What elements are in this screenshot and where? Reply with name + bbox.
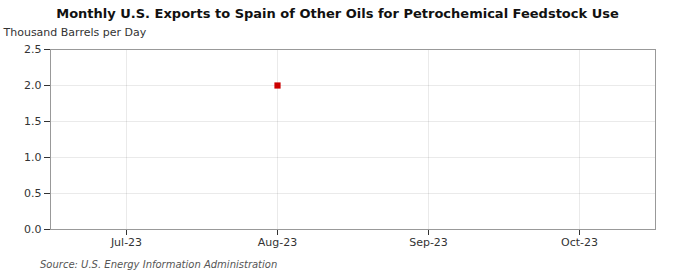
svg-text:0.5: 0.5 — [24, 187, 42, 200]
svg-text:2.5: 2.5 — [24, 43, 42, 56]
svg-text:0.0: 0.0 — [24, 223, 42, 236]
html-text:Source: U.S. Energy Informatio: Source: U.S. Energy Information Administ… — [40, 259, 278, 270]
svg-text:1.5: 1.5 — [24, 115, 42, 128]
svg-text:Sep-23: Sep-23 — [409, 236, 448, 249]
html-text:Monthly U.S. Exports to Spain: Monthly U.S. Exports to Spain of Other O… — [56, 6, 619, 21]
svg-text:Thousand Barrels per Day: Thousand Barrels per Day — [3, 26, 147, 39]
svg-text:2.0: 2.0 — [24, 79, 42, 92]
svg-text:Aug-23: Aug-23 — [258, 236, 297, 249]
svg-text:1.0: 1.0 — [24, 151, 42, 164]
svg-text:Jul-23: Jul-23 — [110, 236, 142, 249]
svg-text:Oct-23: Oct-23 — [561, 236, 598, 249]
